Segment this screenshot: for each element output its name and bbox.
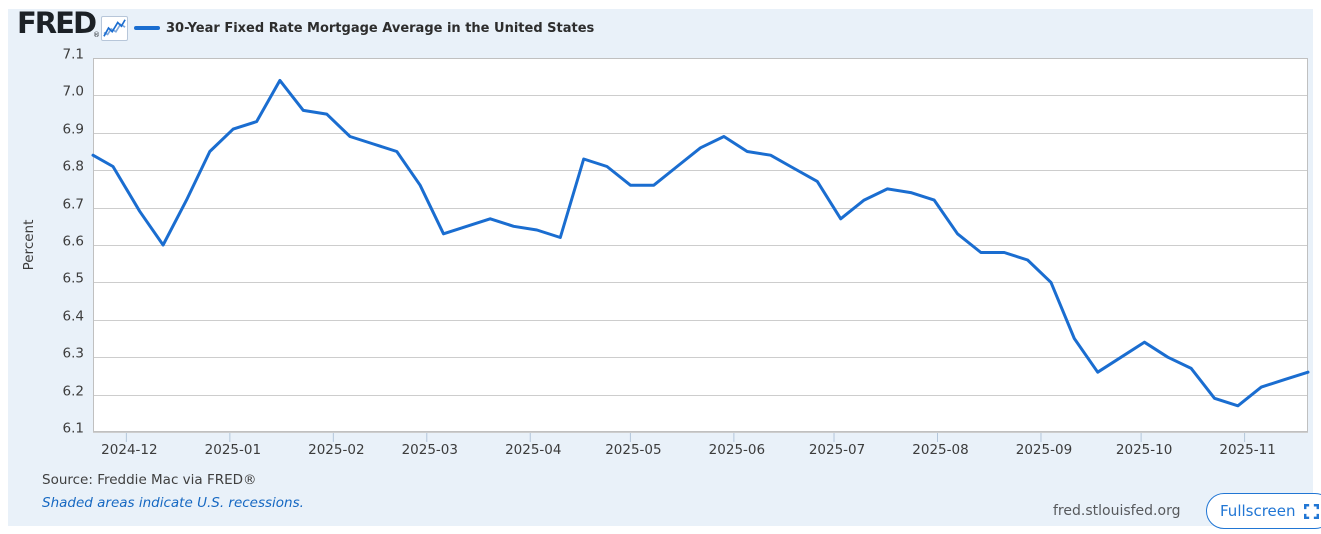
x-tick-label: 2024-12 bbox=[101, 442, 157, 458]
y-tick-label: 6.6 bbox=[63, 234, 84, 250]
y-tick-label: 6.8 bbox=[63, 159, 84, 175]
x-tick-label: 2025-10 bbox=[1116, 442, 1172, 458]
x-tick-label: 2025-05 bbox=[605, 442, 661, 458]
y-tick-label: 6.4 bbox=[63, 309, 84, 325]
source-text: Source: Freddie Mac via FRED® bbox=[42, 472, 257, 488]
y-tick-label: 6.9 bbox=[63, 122, 84, 138]
x-tick-label: 2025-11 bbox=[1219, 442, 1275, 458]
x-tick-label: 2025-03 bbox=[402, 442, 458, 458]
fullscreen-button[interactable]: Fullscreen bbox=[1206, 493, 1321, 529]
x-tick-label: 2025-01 bbox=[205, 442, 261, 458]
y-tick-label: 7.0 bbox=[63, 84, 84, 100]
x-tick-label: 2025-04 bbox=[505, 442, 561, 458]
y-tick-label: 6.1 bbox=[63, 421, 84, 437]
x-tick-label: 2025-08 bbox=[912, 442, 968, 458]
series-line bbox=[91, 78, 1310, 408]
legend-line-swatch bbox=[134, 26, 160, 30]
recession-note-link[interactable]: Shaded areas indicate U.S. recessions. bbox=[42, 495, 304, 511]
y-tick-label: 6.5 bbox=[63, 271, 84, 287]
y-axis-title: Percent bbox=[21, 220, 37, 271]
y-tick-label: 6.2 bbox=[63, 384, 84, 400]
x-tick-label: 2025-06 bbox=[709, 442, 765, 458]
fred-logo[interactable]: FRED bbox=[17, 6, 97, 40]
y-tick-label: 7.1 bbox=[63, 47, 84, 63]
x-tick-label: 2025-02 bbox=[308, 442, 364, 458]
x-tick-label: 2025-07 bbox=[809, 442, 865, 458]
plot-border bbox=[93, 58, 1308, 432]
y-tick-label: 6.3 bbox=[63, 346, 84, 362]
x-tick-label: 2025-09 bbox=[1016, 442, 1072, 458]
fullscreen-label: Fullscreen bbox=[1220, 502, 1296, 520]
fred-site-link[interactable]: fred.stlouisfed.org bbox=[1053, 503, 1181, 519]
registered-mark: ® bbox=[93, 31, 100, 39]
sparkline-icon bbox=[101, 16, 128, 41]
series-title-label: 30-Year Fixed Rate Mortgage Average in t… bbox=[166, 21, 595, 36]
y-tick-label: 6.7 bbox=[63, 197, 84, 213]
fullscreen-icon bbox=[1303, 503, 1319, 519]
